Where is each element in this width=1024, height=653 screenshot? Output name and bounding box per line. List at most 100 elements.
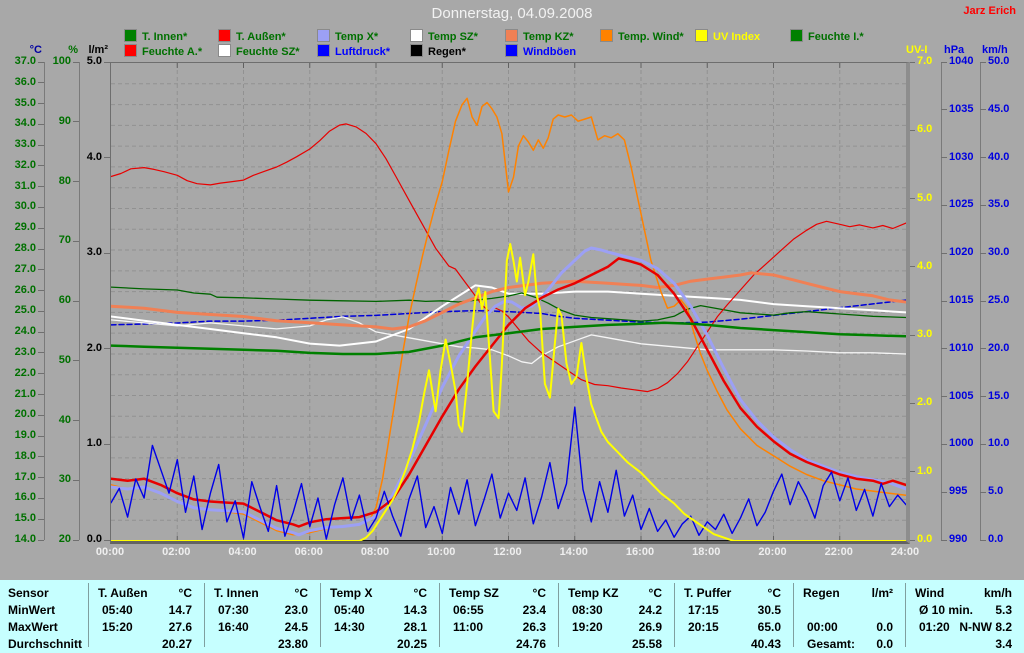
axis-tick-label: 60 xyxy=(58,294,71,306)
series-t-au-en xyxy=(109,257,908,528)
legend-swatch-icon xyxy=(124,29,137,42)
table-cell-value: 14.7 xyxy=(168,603,192,617)
legend-item-label: Temp X* xyxy=(335,31,379,43)
legend-swatch-icon xyxy=(218,29,231,42)
table-col-unit: km/h xyxy=(983,586,1012,600)
axis-tick-label: 1000 xyxy=(949,437,974,450)
table-col-unit: °C xyxy=(294,586,308,600)
table-cell-value: 24.76 xyxy=(515,637,546,651)
x-tick-label: 18:00 xyxy=(692,546,721,558)
axis-tick-mark xyxy=(941,348,947,350)
axis-tick-label: 21.0 xyxy=(14,387,36,400)
table-cell-value: 28.1 xyxy=(403,620,427,634)
table-col-separator xyxy=(439,583,440,647)
x-tick-label: 14:00 xyxy=(559,546,588,558)
legend-item-temp-kz-: Temp KZ* xyxy=(505,29,574,43)
axis-tick-label: 20.0 xyxy=(14,408,36,421)
table-cell-value: N-NW 8.2 xyxy=(959,620,1012,634)
axis-tick-label: 0.0 xyxy=(917,533,933,545)
axis-tick-label: 90 xyxy=(58,114,71,127)
axis-tick-mark xyxy=(38,352,44,354)
axis-tick-mark xyxy=(980,539,986,541)
table-cell-time: 17:15 xyxy=(688,603,719,617)
legend-swatch-icon xyxy=(695,29,708,42)
series-temp-x xyxy=(109,246,908,537)
legend-item-label: Feuchte A.* xyxy=(142,46,203,58)
axis-tick-label: 34.0 xyxy=(14,117,36,130)
table-cell-value: 14.3 xyxy=(403,603,427,617)
table-cell-value: 40.43 xyxy=(750,637,781,651)
legend-item-feuchte-sz-: Feuchte SZ* xyxy=(218,44,300,58)
x-tick-label: 22:00 xyxy=(824,546,853,558)
table-cell-value: 27.6 xyxy=(168,620,192,634)
axis-tick-mark xyxy=(980,61,986,63)
axis-tick-label: 35.0 xyxy=(14,96,36,109)
axis-tick-label: 2.0 xyxy=(86,341,102,354)
axis-tick-label: 14.0 xyxy=(14,533,36,545)
axis-tick-mark xyxy=(941,396,947,398)
legend-item-temp-wind-: Temp. Wind* xyxy=(600,29,684,43)
axis-tick-label: 80 xyxy=(58,174,71,187)
axis-tick-mark xyxy=(941,539,947,541)
legend-item-label: Temp. Wind* xyxy=(618,31,684,43)
table-cell-value: 30.5 xyxy=(757,603,781,617)
axis-tick-mark xyxy=(38,477,44,479)
table-col-name: T. Außen xyxy=(98,586,148,600)
table-cell-time: 08:30 xyxy=(572,603,603,617)
table-cell-value: 23.80 xyxy=(277,637,308,651)
legend-swatch-icon xyxy=(218,44,231,57)
legend-item-t-innen-: T. Innen* xyxy=(124,29,188,43)
axis-tick-label: 1020 xyxy=(949,246,974,259)
axis-tick-mark xyxy=(38,435,44,437)
legend-item-label: T. Innen* xyxy=(142,31,188,43)
axis-tick-label: 100 xyxy=(52,55,71,67)
axis-tick-mark xyxy=(941,491,947,493)
axis-tick-mark xyxy=(980,157,986,159)
axis-tick-mark xyxy=(104,157,110,159)
table-col-unit: °C xyxy=(767,586,781,600)
table-cell-value: 23.4 xyxy=(522,603,546,617)
axis-tick-label: 5.0 xyxy=(86,55,102,67)
table-col-separator xyxy=(204,583,205,647)
axis-tick-label: 3.0 xyxy=(86,246,102,259)
axis-tick-mark xyxy=(38,456,44,458)
table-cell-time: 14:30 xyxy=(334,620,365,634)
axis-tick-mark xyxy=(980,348,986,350)
axis-tick-label: 20.0 xyxy=(988,341,1010,354)
legend-item-t-au-en-: T. Außen* xyxy=(218,29,286,43)
x-tick-label: 00:00 xyxy=(95,546,125,558)
table-col-name: T. Puffer xyxy=(684,586,732,600)
axis-tick-mark xyxy=(38,414,44,416)
axis-tick-mark xyxy=(980,252,986,254)
axis-tick-label: 1010 xyxy=(949,341,974,354)
table-cell-time: 05:40 xyxy=(102,603,133,617)
series-feuchte-i- xyxy=(110,286,907,322)
axis-tick-label: 1040 xyxy=(949,55,974,67)
axis-tick-mark xyxy=(38,497,44,499)
summary-table: Sensor MinWert MaxWert Durchschnitt T. Außen… xyxy=(0,580,1024,653)
axis-tick-label: 23.0 xyxy=(14,345,36,358)
table-cell-time: Ø 10 min. xyxy=(919,603,974,617)
table-cell-time: 01:20 xyxy=(919,620,950,634)
table-cell-time: 06:55 xyxy=(453,603,484,617)
table-cell-value: 24.2 xyxy=(638,603,662,617)
axis-tick-mark xyxy=(980,300,986,302)
axis-tick-label: 31.0 xyxy=(14,179,36,192)
axis-tick-mark xyxy=(38,373,44,375)
axis-tick-mark xyxy=(38,82,44,84)
table-cell-value: 0.0 xyxy=(876,637,893,651)
axis-tick-label: 1.0 xyxy=(917,464,933,477)
table-row-label: Sensor xyxy=(8,586,49,600)
axis-tick-mark xyxy=(980,396,986,398)
axis-tick-label: 2.0 xyxy=(917,396,933,409)
axis-tick-label: 20 xyxy=(58,533,71,545)
author-label: Jarz Erich xyxy=(963,5,1016,17)
legend-swatch-icon xyxy=(600,29,613,42)
axis-tick-mark xyxy=(38,518,44,520)
axis-tick-label: 22.0 xyxy=(14,366,36,379)
axis-tick-mark xyxy=(909,334,915,336)
legend-item-label: Temp KZ* xyxy=(523,31,574,43)
axis-tick-label: 1015 xyxy=(949,294,974,306)
axis-tick-mark xyxy=(38,248,44,250)
axis-tick-mark xyxy=(104,348,110,350)
